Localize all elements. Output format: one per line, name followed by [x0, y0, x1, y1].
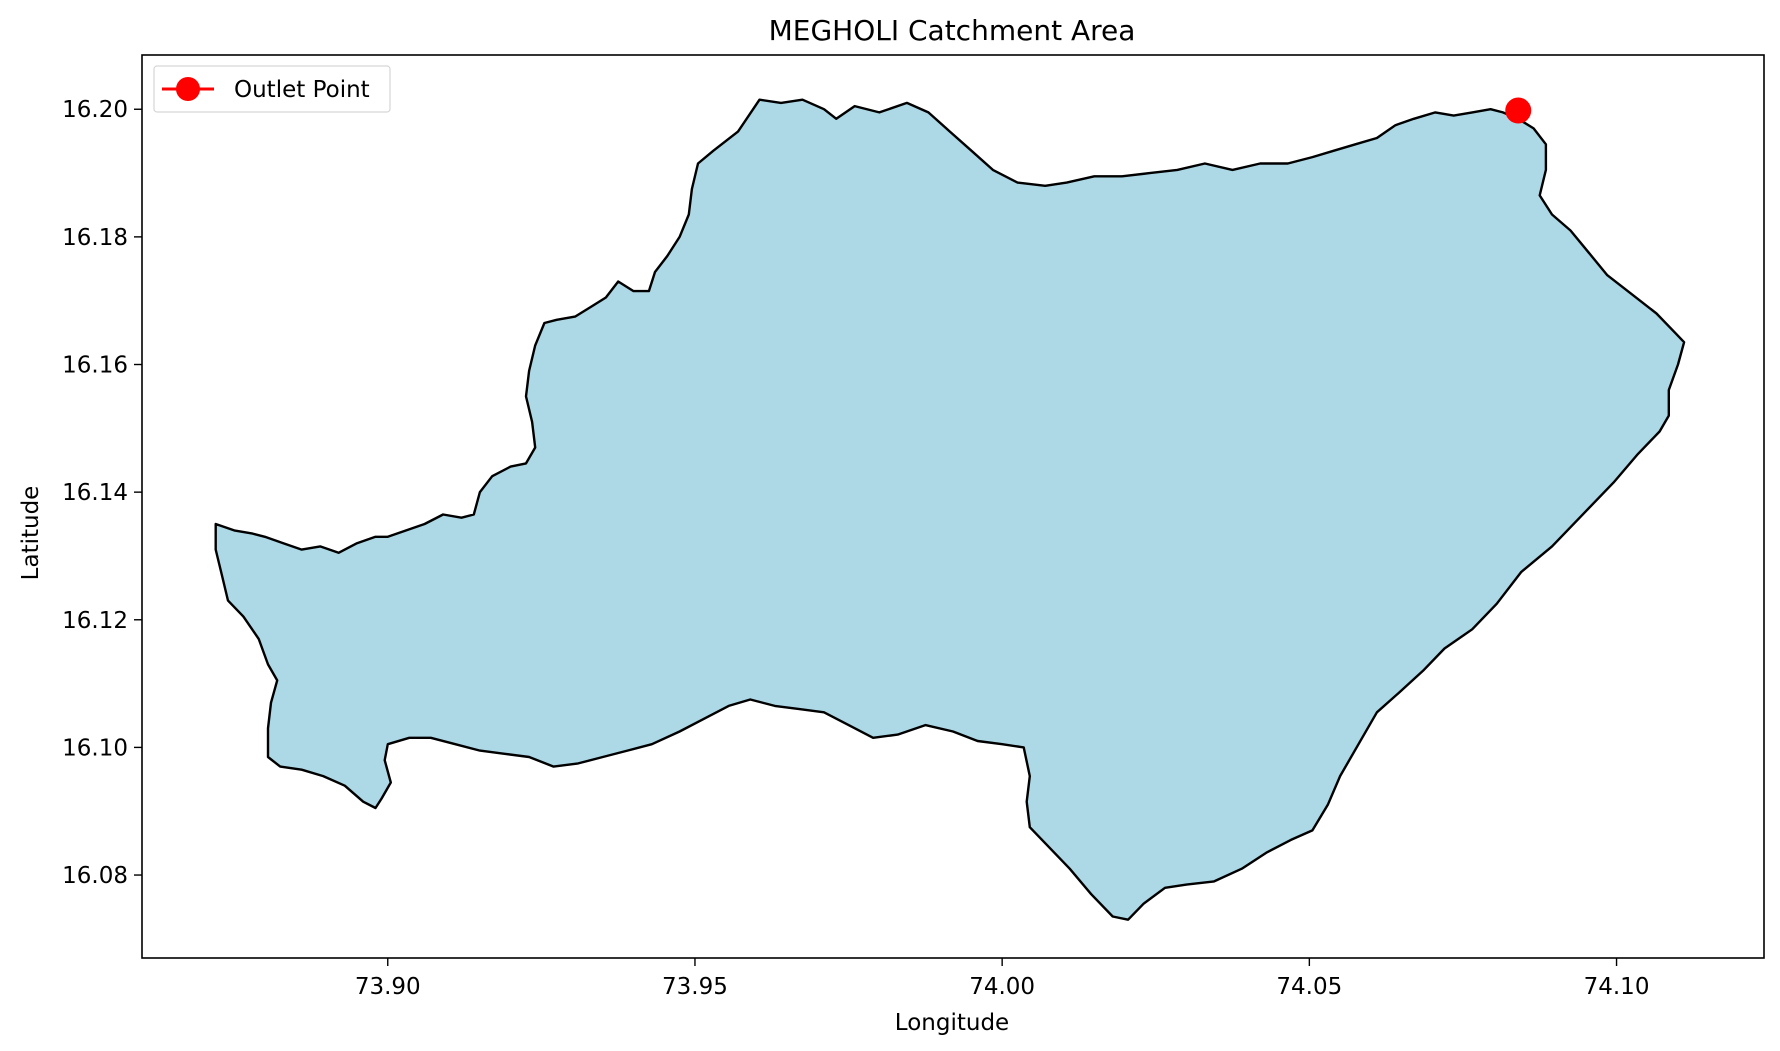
y-tick-label: 16.18 [62, 225, 128, 251]
legend-box [153, 65, 391, 113]
catchment-polygon [214, 98, 1686, 921]
plot-area [214, 97, 1686, 921]
legend: Outlet Point [153, 65, 391, 113]
legend-label-outlet-point: Outlet Point [234, 77, 370, 103]
y-axis-label: Latitude [18, 486, 44, 581]
outlet-point-marker [1505, 97, 1532, 124]
x-tick-label: 74.00 [969, 974, 1035, 1000]
chart-title: MEGHOLI Catchment Area [769, 14, 1136, 47]
legend-outlet-marker [176, 77, 200, 101]
y-tick-label: 16.08 [62, 863, 128, 889]
axes-frame [141, 54, 1765, 959]
x-axis-label: Longitude [895, 1010, 1009, 1036]
y-tick-label: 16.12 [62, 608, 128, 634]
y-tick-label: 16.10 [62, 735, 128, 761]
x-tick-label: 74.05 [1276, 974, 1342, 1000]
y-tick-label: 16.20 [62, 97, 128, 123]
x-axis-ticks: 73.90 73.95 74.00 74.05 74.10 [355, 958, 1650, 1000]
x-tick-label: 73.90 [355, 974, 421, 1000]
x-tick-label: 73.95 [662, 974, 728, 1000]
y-tick-label: 16.14 [62, 480, 128, 506]
x-tick-label: 74.10 [1584, 974, 1650, 1000]
y-axis-ticks: 16.08 16.10 16.12 16.14 16.16 16.18 16.20 [62, 97, 142, 889]
y-tick-label: 16.16 [62, 353, 128, 379]
